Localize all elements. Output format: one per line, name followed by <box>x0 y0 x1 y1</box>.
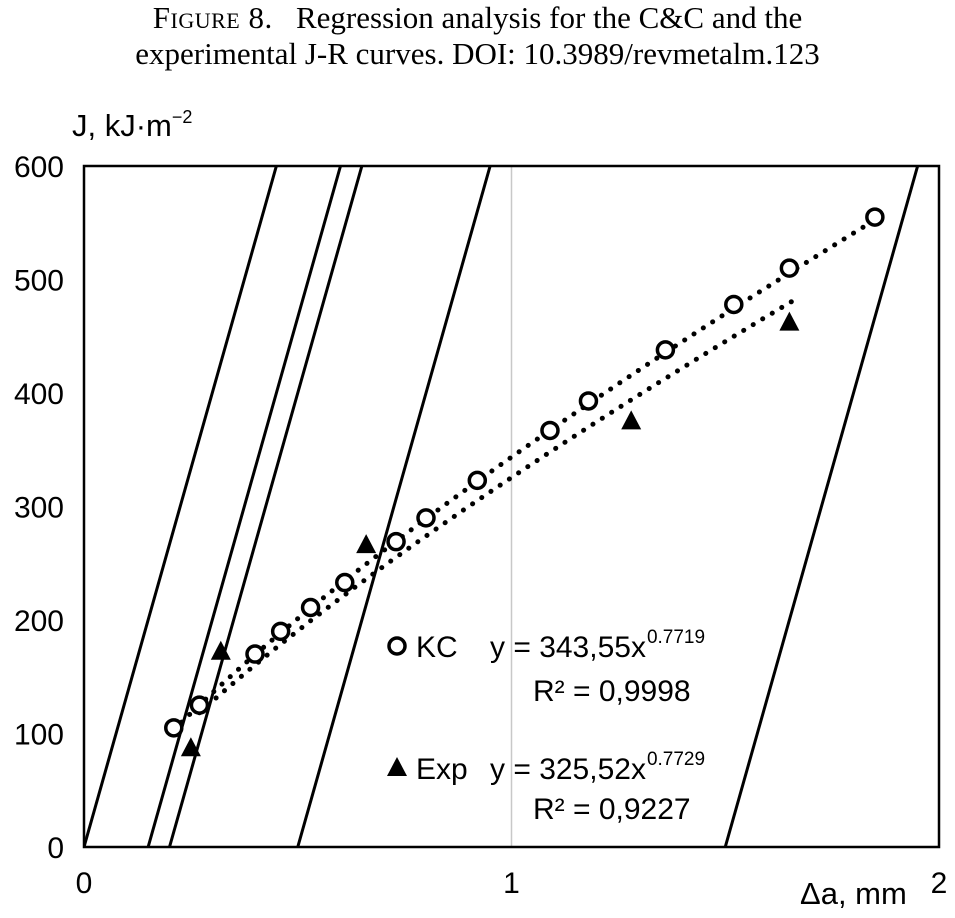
point-kc-7 <box>386 531 406 552</box>
legend-equation-exp: y = 325,52x <box>490 753 646 786</box>
point-kc-15 <box>865 207 885 227</box>
fit-curve-kc <box>171 217 878 733</box>
y-tick-label-100: 100 <box>14 719 64 752</box>
x-axis-label: Δa, mm <box>800 876 907 911</box>
legend-marker-exp <box>387 757 407 776</box>
point-kc-4 <box>270 621 291 642</box>
y-axis-label: J, kJ·m−2 <box>72 106 193 144</box>
fit-curve-exp <box>196 297 797 716</box>
legend-r2-kc: R² = 0,9998 <box>533 675 691 708</box>
construction-line-5 <box>723 166 920 847</box>
x-tick-label-2: 2 <box>931 867 948 900</box>
figure-caption: Figure 8. Regression analysis for the C&… <box>0 0 955 72</box>
y-tick-label-500: 500 <box>14 265 64 298</box>
point-kc-10 <box>540 420 560 441</box>
point-kc-1 <box>164 718 184 738</box>
point-exp-2 <box>210 640 231 660</box>
point-kc-13 <box>724 294 744 315</box>
point-kc-8 <box>416 508 436 528</box>
caption-line-2: experimental J-R curves. DOI: 10.3989/re… <box>135 36 820 71</box>
legend-exponent-kc: 0.7719 <box>647 627 705 648</box>
point-kc-6 <box>335 572 355 593</box>
caption-label: Figure 8. <box>152 0 273 35</box>
legend-r2-exp: R² = 0,9227 <box>533 793 691 826</box>
data-points <box>164 207 885 757</box>
point-kc-2 <box>189 695 210 715</box>
point-kc-12 <box>655 340 676 360</box>
point-exp-4 <box>621 410 642 430</box>
legend-marker-kc <box>387 636 407 656</box>
plot-frame <box>82 164 941 849</box>
fit-curves <box>171 217 878 733</box>
y-tick-label-0: 0 <box>47 832 64 865</box>
x-tick-label-0: 0 <box>76 867 93 900</box>
y-tick-label-200: 200 <box>14 605 64 638</box>
point-exp-3 <box>356 534 377 554</box>
point-kc-3 <box>245 644 265 664</box>
legend-equation-kc: y = 343,55x <box>490 631 646 664</box>
point-kc-14 <box>779 258 800 278</box>
y-tick-label-400: 400 <box>14 378 64 411</box>
y-axis-label-exponent: −2 <box>171 106 193 127</box>
legend-exponent-exp: 0.7729 <box>647 749 705 770</box>
point-exp-5 <box>779 311 800 331</box>
point-kc-11 <box>578 391 599 411</box>
y-tick-label-600: 600 <box>14 151 64 184</box>
point-kc-5 <box>300 597 321 618</box>
tick-labels: 0 100 200 300 400 500 600 0 1 2 <box>14 151 947 900</box>
legend-name-exp: Exp <box>416 753 468 786</box>
construction-line-4 <box>296 166 492 847</box>
y-tick-label-300: 300 <box>14 492 64 525</box>
caption-line-1: Regression analysis for the C&C and the <box>295 0 803 35</box>
legend: KC y = 343,55x 0.7719 R² = 0,9998 Exp y = 325… <box>387 627 705 826</box>
y-axis-label-text: J, kJ·m <box>72 108 172 143</box>
point-exp-1 <box>180 737 201 757</box>
construction-line-3 <box>168 166 364 847</box>
legend-name-kc: KC <box>416 631 458 664</box>
x-tick-label-1: 1 <box>503 867 520 900</box>
point-kc-9 <box>467 470 488 491</box>
construction-line-1 <box>84 166 278 847</box>
